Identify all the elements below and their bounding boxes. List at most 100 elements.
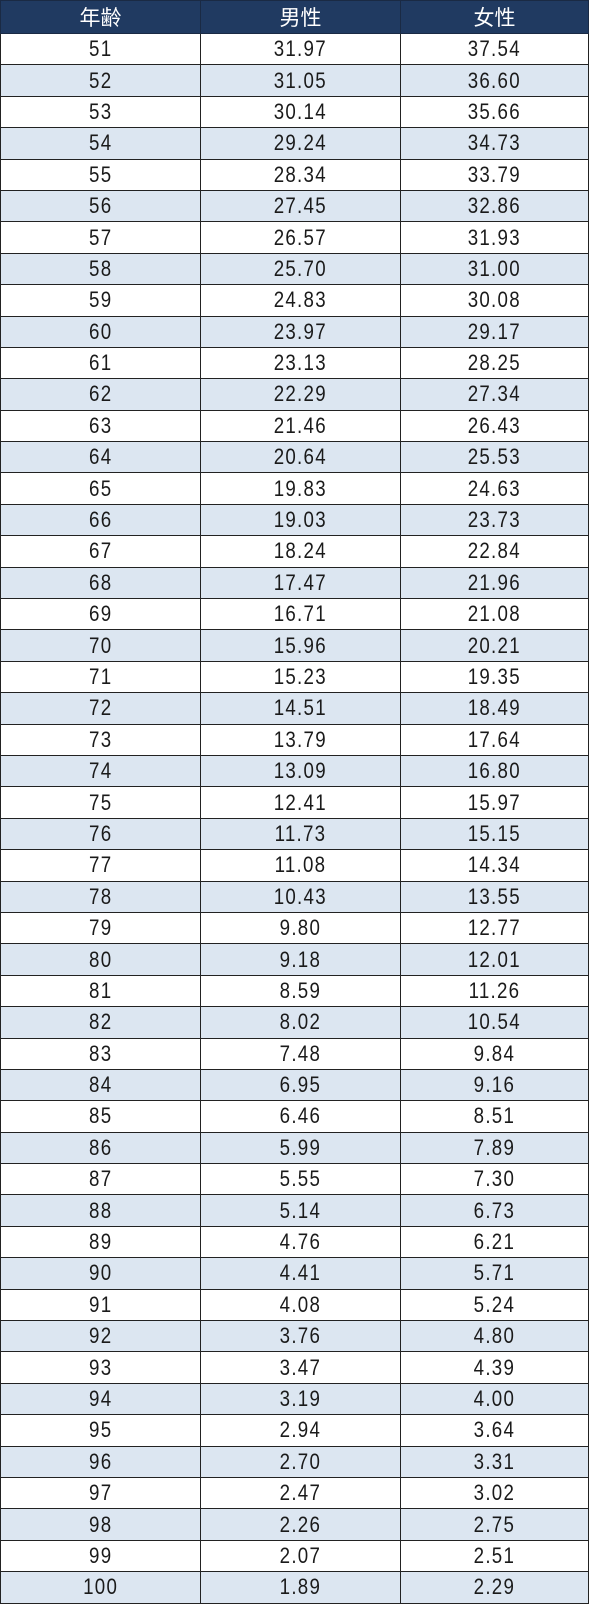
cell-male-text: 29.24	[273, 130, 328, 156]
cell-age: 100	[0, 1571, 201, 1604]
cell-age-text: 60	[88, 318, 113, 344]
cell-female-text: 30.08	[467, 287, 522, 313]
cell-female: 2.51	[400, 1539, 589, 1573]
cell-age: 76	[0, 817, 201, 851]
cell-female-text: 35.66	[467, 98, 522, 124]
cell-age-text: 61	[88, 350, 113, 376]
cell-male-text: 8.59	[279, 977, 322, 1003]
cell-male: 20.64	[200, 441, 401, 474]
cell-male: 31.05	[200, 64, 401, 97]
table-row: 96 2.70 3.31	[0, 1445, 589, 1478]
cell-age: 63	[0, 409, 201, 443]
cell-male: 2.07	[200, 1539, 401, 1573]
cell-male-text: 19.03	[273, 507, 328, 533]
cell-male: 3.19	[200, 1382, 401, 1416]
cell-male-text: 6.46	[279, 1103, 322, 1129]
cell-age-text: 90	[88, 1260, 113, 1286]
cell-age: 70	[0, 629, 201, 662]
table-row: 98 2.26 2.75	[0, 1508, 589, 1541]
cell-female-text: 12.77	[467, 915, 522, 941]
cell-age: 64	[0, 441, 201, 474]
cell-male: 5.99	[200, 1131, 401, 1165]
table-row: 81 8.59 11.26	[0, 974, 589, 1008]
cell-female: 2.75	[400, 1508, 589, 1541]
cell-age-text: 73	[88, 726, 113, 752]
cell-male-text: 7.48	[279, 1040, 322, 1066]
cell-age: 86	[0, 1131, 201, 1165]
cell-age-text: 85	[88, 1103, 113, 1129]
cell-age-text: 63	[88, 412, 113, 438]
cell-age-text: 79	[88, 915, 113, 941]
cell-male: 5.55	[200, 1163, 401, 1196]
cell-female-text: 3.64	[473, 1417, 516, 1443]
cell-age: 93	[0, 1351, 201, 1384]
cell-age-text: 86	[88, 1134, 113, 1160]
table-row: 56 27.45 32.86	[0, 189, 589, 223]
cell-male-text: 27.45	[273, 193, 328, 219]
cell-age-text: 55	[88, 161, 113, 187]
table-row: 94 3.19 4.00	[0, 1382, 589, 1416]
cell-male-text: 28.34	[273, 161, 328, 187]
cell-female: 16.80	[400, 754, 589, 788]
cell-female: 4.39	[400, 1351, 589, 1384]
cell-age: 89	[0, 1225, 201, 1259]
cell-male: 22.29	[200, 378, 401, 411]
cell-age-text: 93	[88, 1354, 113, 1380]
cell-age-text: 54	[88, 130, 113, 156]
cell-male-text: 19.83	[273, 475, 328, 501]
cell-female: 3.64	[400, 1414, 589, 1447]
cell-female: 29.17	[400, 315, 589, 348]
table-row: 74 13.09 16.80	[0, 754, 589, 788]
cell-male-text: 4.41	[279, 1260, 322, 1286]
cell-female: 6.21	[400, 1225, 589, 1259]
table-row: 84 6.95 9.16	[0, 1068, 589, 1102]
cell-age-text: 98	[88, 1511, 113, 1537]
cell-female: 24.63	[400, 472, 589, 505]
cell-age: 97	[0, 1476, 201, 1510]
cell-age-text: 71	[88, 664, 113, 689]
cell-age: 75	[0, 786, 201, 819]
table-row: 66 19.03 23.73	[0, 503, 589, 537]
cell-male-text: 16.71	[273, 601, 328, 627]
cell-female: 27.34	[400, 378, 589, 411]
table-row: 62 22.29 27.34	[0, 378, 589, 411]
cell-age: 57	[0, 221, 201, 254]
cell-male-text: 2.07	[279, 1542, 322, 1568]
cell-female: 26.43	[400, 409, 589, 443]
cell-female: 4.00	[400, 1382, 589, 1416]
cell-male: 27.45	[200, 189, 401, 223]
cell-male-text: 9.18	[279, 946, 322, 972]
table-row: 100 1.89 2.29	[0, 1571, 589, 1604]
cell-age: 82	[0, 1006, 201, 1039]
cell-age-text: 82	[88, 1009, 113, 1035]
cell-male-text: 5.14	[279, 1197, 322, 1223]
cell-age: 92	[0, 1320, 201, 1353]
cell-age-text: 77	[88, 852, 113, 878]
table-row: 89 4.76 6.21	[0, 1225, 589, 1259]
table-row: 57 26.57 31.93	[0, 221, 589, 254]
cell-female: 37.54	[400, 32, 589, 66]
cell-female-text: 4.00	[473, 1385, 516, 1411]
cell-female: 2.29	[400, 1571, 589, 1604]
table-row: 63 21.46 26.43	[0, 409, 589, 443]
cell-male: 3.47	[200, 1351, 401, 1384]
cell-age: 78	[0, 880, 201, 913]
cell-age-text: 94	[88, 1385, 113, 1411]
cell-male-text: 4.76	[279, 1229, 322, 1255]
cell-age: 83	[0, 1037, 201, 1070]
cell-female: 22.84	[400, 535, 589, 568]
cell-female-text: 9.16	[473, 1072, 516, 1098]
cell-male: 13.09	[200, 754, 401, 788]
cell-male: 28.34	[200, 158, 401, 191]
cell-female: 21.08	[400, 598, 589, 631]
cell-female-text: 21.96	[467, 569, 522, 595]
cell-female-text: 27.34	[467, 381, 522, 407]
cell-female-text: 17.64	[467, 726, 522, 752]
cell-female: 3.02	[400, 1476, 589, 1510]
cell-female: 18.49	[400, 692, 589, 725]
cell-male-text: 20.64	[273, 444, 328, 470]
table-row: 99 2.07 2.51	[0, 1539, 589, 1573]
cell-female-text: 36.60	[467, 67, 522, 93]
table-row: 70 15.96 20.21	[0, 629, 589, 662]
cell-age: 80	[0, 943, 201, 976]
